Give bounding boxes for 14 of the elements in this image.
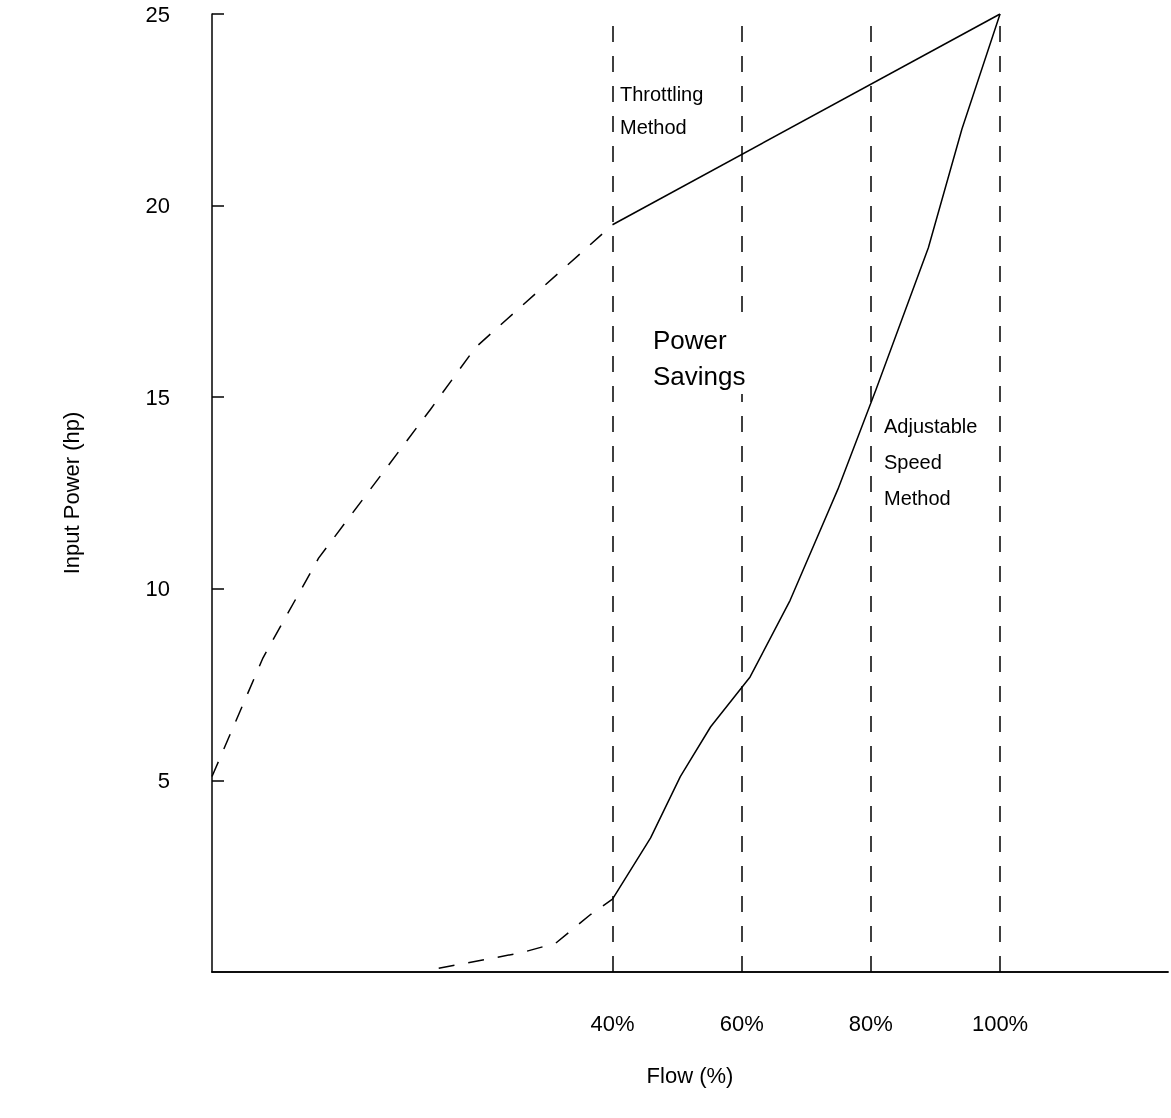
y-axis-title: Input Power (hp) xyxy=(58,411,84,575)
x-tick-label: 80% xyxy=(848,1010,893,1036)
y-tick-label: 25 xyxy=(145,1,170,27)
annotation: Power Savings xyxy=(653,325,746,391)
y-tick-label: 20 xyxy=(145,193,170,219)
x-axis-title: Flow (%) xyxy=(646,1062,734,1088)
y-tick-label: 15 xyxy=(145,384,170,410)
annotation: Adjustable Speed Method xyxy=(884,415,978,509)
y-tick-label: 10 xyxy=(145,576,170,602)
x-tick-label: 40% xyxy=(590,1010,635,1036)
y-tick-label: 5 xyxy=(157,767,170,793)
x-tick-label: 100% xyxy=(971,1010,1029,1036)
x-tick-label: 60% xyxy=(719,1010,764,1036)
annotation: Throttling Method xyxy=(620,82,704,138)
